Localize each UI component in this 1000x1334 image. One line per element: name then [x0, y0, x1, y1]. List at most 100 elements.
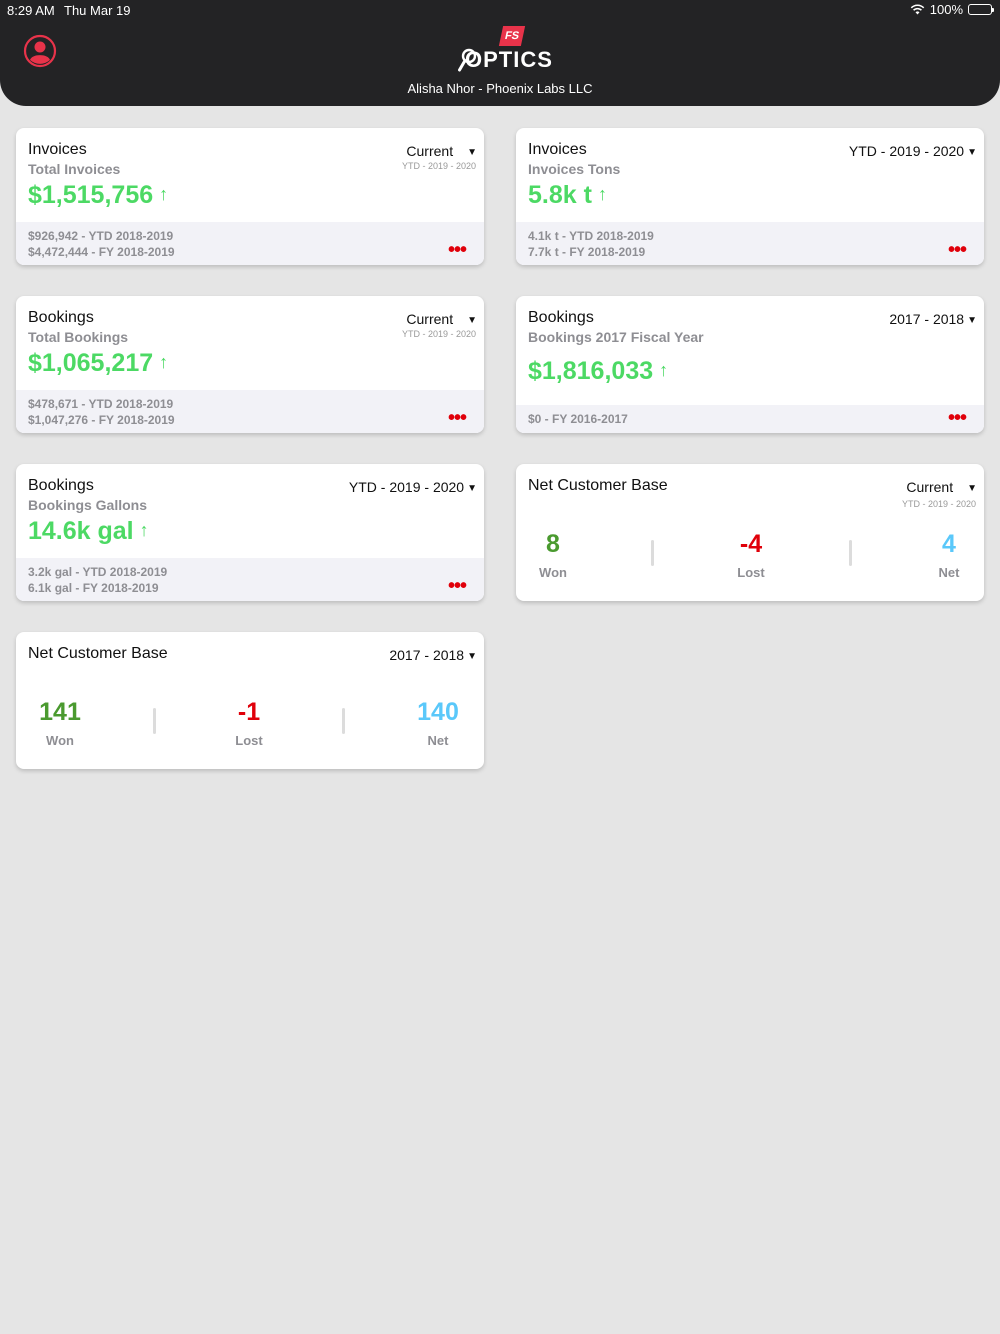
triangle-down-icon: ▼: [467, 651, 477, 662]
user-company-label: Alisha Nhor - Phoenix Labs LLC: [407, 81, 593, 96]
card-title: Net Customer Base: [28, 645, 168, 662]
ellipsis-icon[interactable]: •••: [447, 239, 467, 261]
period-dropdown[interactable]: Current ▼: [406, 143, 477, 159]
net-value: 140: [417, 698, 459, 726]
card-footer: 4.1k t - YTD 2018-2019 7.7k t - FY 2018-…: [516, 222, 984, 265]
triangle-down-icon: ▼: [967, 147, 977, 158]
card-subtitle: Total Invoices: [28, 161, 121, 177]
invoices-tons-card[interactable]: Invoices Invoices Tons YTD - 2019 - 2020…: [516, 128, 984, 265]
won-stat: 8 Won: [516, 530, 593, 580]
card-footer: $0 - FY 2016-2017: [516, 405, 984, 433]
status-time: 8:29 AM: [7, 3, 55, 18]
arrow-up-icon: ↑: [597, 184, 607, 204]
customer-stats: 8 Won -4 Lost 4 Net: [516, 530, 984, 590]
divider: [651, 540, 654, 566]
status-right: 100%: [910, 2, 994, 17]
bookings-total-card[interactable]: Bookings Total Bookings Current ▼ YTD - 2…: [16, 296, 484, 433]
card-title: Net Customer Base: [528, 477, 668, 494]
arrow-up-icon: ↑: [159, 184, 169, 204]
triangle-down-icon: ▼: [967, 315, 977, 326]
card-value: $1,065,217 ↑: [28, 349, 169, 377]
lost-value: -1: [237, 698, 261, 726]
card-subtitle: Bookings 2017 Fiscal Year: [528, 329, 704, 345]
card-value: 14.6k gal ↑: [28, 517, 149, 545]
period-dropdown[interactable]: Current ▼: [406, 311, 477, 327]
arrow-up-icon: ↑: [139, 520, 149, 540]
card-value: $1,515,756 ↑: [28, 181, 169, 209]
bookings-gallons-card[interactable]: Bookings Bookings Gallons YTD - 2019 - 2…: [16, 464, 484, 601]
card-footer: $926,942 - YTD 2018-2019 $4,472,444 - FY…: [16, 222, 484, 265]
footer-ytd: $478,671 - YTD 2018-2019: [28, 397, 174, 411]
lost-label: Lost: [235, 733, 263, 748]
divider: [153, 708, 156, 734]
net-label: Net: [938, 565, 960, 580]
footer-ytd: 4.1k t - YTD 2018-2019: [528, 229, 654, 243]
ellipsis-icon[interactable]: •••: [947, 239, 967, 261]
card-value: 5.8k t ↑: [528, 181, 607, 209]
lost-stat: -1 Lost: [209, 698, 289, 748]
invoices-total-card[interactable]: Invoices Total Invoices Current ▼ YTD - 2…: [16, 128, 484, 265]
card-title: Bookings: [28, 309, 94, 326]
card-title: Bookings: [528, 309, 594, 326]
period-dropdown[interactable]: YTD - 2019 - 2020 ▼: [348, 479, 477, 495]
net-customer-base-card[interactable]: Net Customer Base Current ▼ YTD - 2019 - …: [516, 464, 984, 601]
period-dropdown[interactable]: 2017 - 2018 ▼: [889, 311, 977, 327]
period-dropdown[interactable]: Current ▼: [906, 479, 977, 495]
won-value: 141: [39, 698, 81, 726]
net-value: 4: [942, 530, 956, 558]
card-subtitle: Invoices Tons: [528, 161, 621, 177]
ellipsis-icon[interactable]: •••: [447, 575, 467, 597]
customer-stats: 141 Won -1 Lost 140 Net: [16, 698, 484, 758]
optics-logo: FS OPTICS: [455, 24, 552, 76]
divider: [849, 540, 852, 566]
won-value: 8: [546, 530, 560, 558]
footer-fy: $4,472,444 - FY 2018-2019: [28, 245, 175, 259]
card-subtitle: Bookings Gallons: [28, 497, 148, 513]
net-stat: 140 Net: [398, 698, 478, 748]
app-header: 8:29 AM Thu Mar 19 100% FS OPTICS Alisha…: [0, 0, 1000, 106]
footer-ytd: 3.2k gal - YTD 2018-2019: [28, 565, 168, 579]
card-value: $1,816,033 ↑: [528, 357, 669, 385]
card-title: Invoices: [28, 141, 87, 158]
bookings-fiscal-year-card[interactable]: Bookings Bookings 2017 Fiscal Year 2017 …: [516, 296, 984, 433]
won-stat: 141 Won: [20, 698, 100, 748]
status-date: Thu Mar 19: [64, 3, 131, 18]
card-footer: 3.2k gal - YTD 2018-2019 6.1k gal - FY 2…: [16, 558, 484, 601]
triangle-down-icon: ▼: [967, 483, 977, 494]
magnifier-icon: [458, 48, 477, 72]
card-title: Bookings: [28, 477, 94, 494]
lost-label: Lost: [737, 565, 765, 580]
footer-fy: $0 - FY 2016-2017: [528, 412, 628, 426]
footer-fy: $1,047,276 - FY 2018-2019: [28, 413, 175, 427]
footer-ytd: $926,942 - YTD 2018-2019: [28, 229, 174, 243]
net-label: Net: [427, 733, 449, 748]
net-stat: 4 Net: [909, 530, 984, 580]
user-circle-icon[interactable]: [23, 34, 57, 68]
ellipsis-icon[interactable]: •••: [447, 407, 467, 429]
logo-text: OPTICS: [465, 47, 553, 72]
divider: [342, 708, 345, 734]
period-dropdown[interactable]: 2017 - 2018 ▼: [389, 647, 477, 663]
wifi-icon: [910, 4, 925, 15]
card-footer: $478,671 - YTD 2018-2019 $1,047,276 - FY…: [16, 390, 484, 433]
arrow-up-icon: ↑: [159, 352, 169, 372]
arrow-up-icon: ↑: [659, 360, 669, 380]
period-dropdown[interactable]: YTD - 2019 - 2020 ▼: [848, 143, 977, 159]
battery-percent: 100%: [929, 2, 963, 17]
won-label: Won: [46, 733, 74, 748]
net-customer-base-card[interactable]: Net Customer Base 2017 - 2018 ▼ 141 Won -…: [16, 632, 484, 769]
logo-badge: FS: [498, 26, 526, 46]
triangle-down-icon: ▼: [467, 483, 477, 494]
triangle-down-icon: ▼: [467, 315, 477, 326]
period-detail: YTD - 2019 - 2020: [401, 161, 476, 171]
footer-fy: 6.1k gal - FY 2018-2019: [28, 581, 159, 595]
period-detail: YTD - 2019 - 2020: [901, 499, 976, 509]
won-label: Won: [539, 565, 567, 580]
card-title: Invoices: [528, 141, 587, 158]
battery-icon: [968, 4, 994, 15]
ellipsis-icon[interactable]: •••: [947, 407, 967, 429]
lost-value: -4: [739, 530, 763, 558]
footer-fy: 7.7k t - FY 2018-2019: [528, 245, 646, 259]
period-detail: YTD - 2019 - 2020: [401, 329, 476, 339]
card-subtitle: Total Bookings: [28, 329, 129, 345]
